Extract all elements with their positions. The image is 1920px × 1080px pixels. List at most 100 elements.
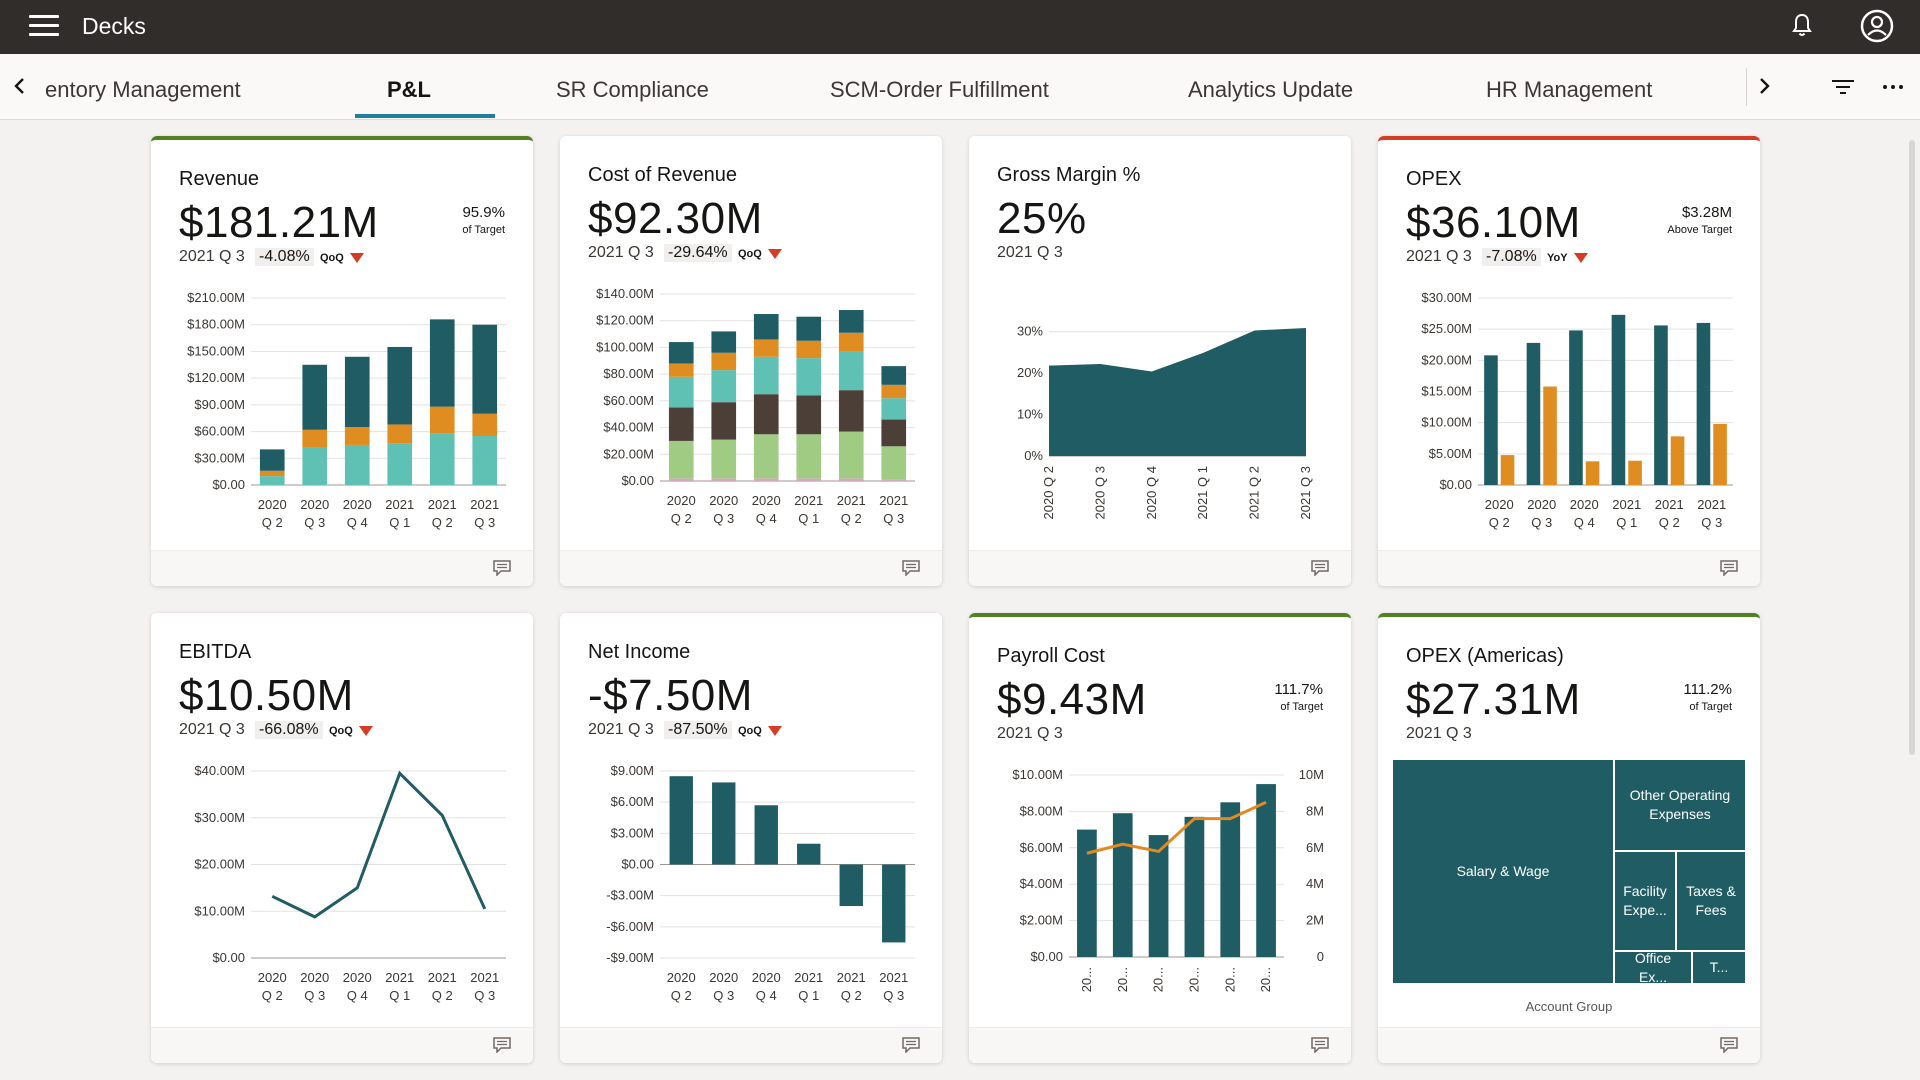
bar-segment[interactable]: [881, 398, 907, 420]
bar-segment[interactable]: [429, 406, 455, 434]
bar-segment[interactable]: [838, 351, 864, 391]
bar-segment[interactable]: [881, 446, 907, 480]
bar-segment[interactable]: [753, 356, 779, 395]
bar[interactable]: [1611, 314, 1626, 485]
bar-segment[interactable]: [472, 413, 498, 437]
bar-segment[interactable]: [838, 310, 864, 333]
kpi-card-gross-margin[interactable]: Gross Margin % 25% 2021 Q 3 0% 10% 20% 30% 2020…: [969, 136, 1351, 586]
bar-segment[interactable]: [796, 340, 822, 359]
bar-segment[interactable]: [668, 478, 694, 481]
tab-pnl[interactable]: P&L: [387, 77, 431, 102]
tab-analytics-update[interactable]: Analytics Update: [1188, 77, 1354, 102]
bar-segment[interactable]: [344, 427, 370, 445]
bar-segment[interactable]: [711, 402, 737, 440]
comment-icon[interactable]: [1311, 1037, 1329, 1053]
bar-segment[interactable]: [259, 449, 285, 471]
bar-segment[interactable]: [753, 478, 779, 481]
bar-segment[interactable]: [838, 478, 864, 481]
bar-segment[interactable]: [838, 332, 864, 352]
bar[interactable]: [1569, 330, 1583, 485]
bar-segment[interactable]: [668, 363, 694, 377]
tab-scm-order-fulfillment[interactable]: SCM-Order Fulfillment: [830, 77, 1049, 102]
bar-segment[interactable]: [753, 434, 779, 479]
bar-segment[interactable]: [796, 316, 822, 341]
hamburger-menu-icon[interactable]: [29, 14, 59, 38]
kpi-card-cost-of-revenue[interactable]: Cost of Revenue $92.30M 2021 Q 3 -29.64% QoQ…: [560, 136, 942, 586]
notification-bell-icon[interactable]: [1790, 12, 1814, 40]
user-avatar-icon[interactable]: [1860, 9, 1894, 43]
bar[interactable]: [839, 864, 863, 907]
bar[interactable]: [1220, 802, 1241, 957]
bar-segment[interactable]: [753, 394, 779, 435]
bar-segment[interactable]: [302, 364, 328, 430]
bar-segment[interactable]: [711, 370, 737, 403]
bar[interactable]: [1713, 423, 1727, 485]
kpi-card-opex-americas[interactable]: OPEX (Americas) $27.31M 2021 Q 3 111.2% of T…: [1378, 613, 1760, 1063]
bar-segment[interactable]: [259, 476, 285, 485]
bar[interactable]: [669, 776, 693, 865]
bar-segment[interactable]: [881, 384, 907, 399]
kpi-card-revenue[interactable]: Revenue $181.21M 2021 Q 3 -4.08% QoQ 95.9% of …: [151, 136, 533, 586]
treemap-cell[interactable]: T...: [1692, 951, 1746, 984]
bar-segment[interactable]: [472, 324, 498, 414]
comment-icon[interactable]: [1311, 560, 1329, 576]
bar-segment[interactable]: [302, 429, 328, 448]
bar[interactable]: [1256, 784, 1276, 957]
bar[interactable]: [1585, 461, 1600, 485]
bar[interactable]: [797, 843, 821, 865]
bar-segment[interactable]: [259, 470, 285, 477]
bar-segment[interactable]: [429, 319, 455, 407]
bar[interactable]: [1184, 816, 1205, 957]
area-series[interactable]: [1049, 327, 1306, 456]
treemap-cell[interactable]: Taxes & Fees: [1676, 851, 1746, 951]
comment-icon[interactable]: [902, 560, 920, 576]
bar[interactable]: [1077, 829, 1097, 957]
treemap-cell[interactable]: Other Operating Expenses: [1614, 759, 1746, 851]
bar-segment[interactable]: [711, 331, 737, 353]
bar-segment[interactable]: [429, 433, 455, 485]
bar[interactable]: [882, 864, 906, 943]
series-line[interactable]: [1086, 800, 1267, 855]
bar[interactable]: [1670, 436, 1685, 485]
bar-segment[interactable]: [838, 431, 864, 479]
treemap-cell[interactable]: Office Ex...: [1614, 951, 1692, 984]
chevron-left-icon[interactable]: [8, 74, 32, 98]
kpi-card-opex[interactable]: OPEX $36.10M 2021 Q 3 -7.08% YoY $3.28M Above …: [1378, 136, 1760, 586]
bar[interactable]: [754, 805, 778, 865]
bar-segment[interactable]: [668, 407, 694, 441]
bar-segment[interactable]: [668, 376, 694, 408]
bar-segment[interactable]: [796, 434, 822, 479]
bar-segment[interactable]: [344, 444, 370, 485]
kpi-card-net-income[interactable]: Net Income -$7.50M 2021 Q 3 -87.50% QoQ -$9.0…: [560, 613, 942, 1063]
page-scrollbar[interactable]: [1909, 140, 1915, 755]
comment-icon[interactable]: [1720, 1037, 1738, 1053]
comment-icon[interactable]: [493, 1037, 511, 1053]
bar-segment[interactable]: [796, 395, 822, 435]
bar-segment[interactable]: [881, 479, 907, 481]
kpi-card-payroll-cost[interactable]: Payroll Cost $9.43M 2021 Q 3 111.7% of Targe…: [969, 613, 1351, 1063]
bar[interactable]: [1526, 342, 1541, 485]
bar-segment[interactable]: [796, 358, 822, 396]
comment-icon[interactable]: [1720, 560, 1738, 576]
bar-segment[interactable]: [838, 390, 864, 432]
bar-segment[interactable]: [387, 424, 413, 444]
bar-segment[interactable]: [711, 478, 737, 481]
bar-segment[interactable]: [344, 356, 370, 428]
tab-hr-management[interactable]: HR Management: [1486, 77, 1653, 102]
bar[interactable]: [1112, 813, 1133, 957]
bar[interactable]: [712, 782, 736, 865]
more-options-icon[interactable]: [1880, 75, 1906, 99]
bar-segment[interactable]: [881, 366, 907, 385]
bar-segment[interactable]: [753, 339, 779, 357]
comment-icon[interactable]: [493, 560, 511, 576]
bar[interactable]: [1500, 455, 1515, 485]
bar[interactable]: [1484, 355, 1498, 485]
tab-inventory-management[interactable]: entory Management: [45, 77, 241, 102]
bar[interactable]: [1543, 386, 1557, 485]
bar-segment[interactable]: [472, 436, 498, 485]
kpi-card-ebitda[interactable]: EBITDA $10.50M 2021 Q 3 -66.08% QoQ $0.00 $10.…: [151, 613, 533, 1063]
bar-segment[interactable]: [796, 478, 822, 481]
treemap-cell[interactable]: Facility Expe...: [1614, 851, 1676, 951]
series-line[interactable]: [271, 770, 487, 919]
bar-segment[interactable]: [668, 440, 694, 479]
